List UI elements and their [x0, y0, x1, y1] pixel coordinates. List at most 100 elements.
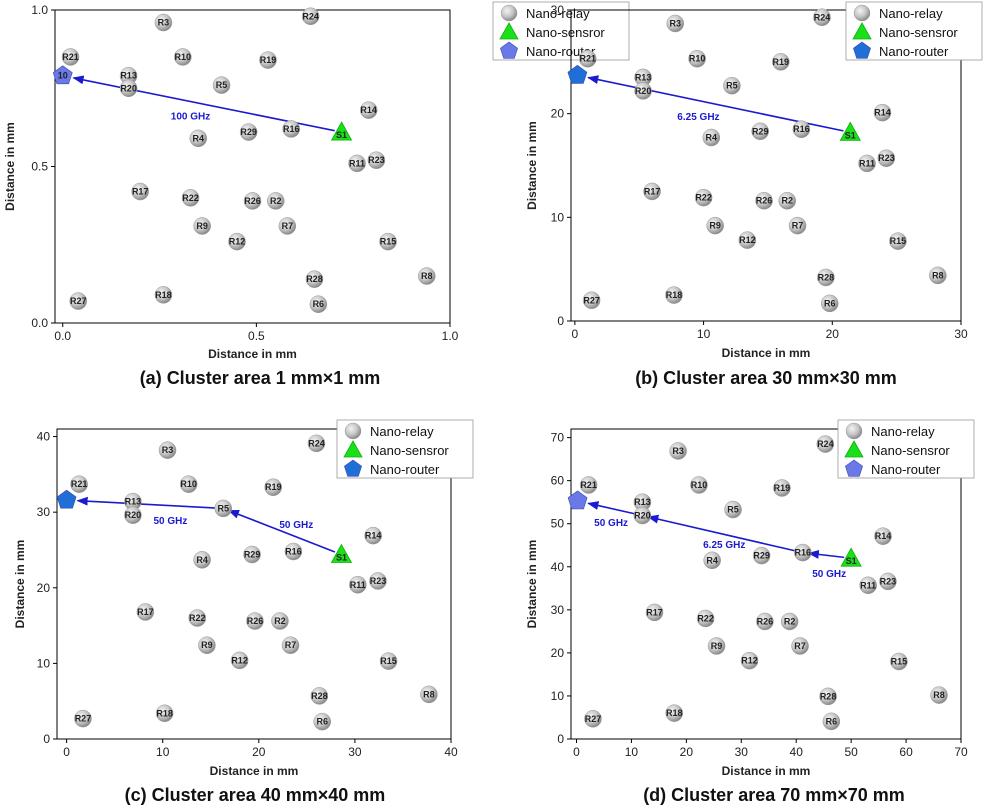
relay-label: R20: [635, 86, 652, 96]
relay-label: R17: [132, 187, 149, 197]
relay-label: R27: [583, 295, 600, 305]
relay-node: [420, 685, 438, 704]
relay-label: R18: [666, 708, 683, 718]
y-axis-label: Distance in mm: [13, 540, 27, 629]
relay-label: R8: [933, 690, 945, 700]
relay-label: R15: [891, 657, 908, 667]
relay-node: [696, 609, 715, 628]
relay-node: [278, 217, 297, 235]
relay-node: [694, 188, 713, 207]
relay-label: R15: [380, 237, 397, 247]
relay-node: [228, 232, 246, 251]
relay-node: [633, 506, 652, 525]
sensor-node: [330, 543, 353, 563]
legend-sensor-symbol: [844, 440, 864, 458]
relay-node: [890, 652, 908, 671]
panel-caption: (a) Cluster area 1 mm×1 mm: [140, 368, 381, 388]
x-axis-label: Distance in mm: [722, 764, 811, 778]
route-segment: [227, 509, 336, 553]
x-tick-label: 30: [348, 745, 362, 759]
relay-node: [230, 651, 249, 670]
panel-caption: (c) Cluster area 40 mm×40 mm: [125, 785, 386, 805]
relay-label: R19: [774, 483, 791, 493]
y-tick-label: 40: [551, 560, 565, 574]
relay-label: R3: [669, 18, 681, 28]
relay-node: [136, 603, 155, 621]
relay-node: [772, 53, 790, 71]
relay-node: [669, 442, 687, 460]
relay-node: [877, 149, 896, 167]
relay-label: R5: [216, 80, 228, 90]
relay-node: [174, 48, 192, 66]
relay-node: [817, 268, 835, 287]
y-axis-label: Distance in mm: [525, 121, 539, 210]
relay-label: R8: [421, 271, 433, 281]
router-node: [52, 65, 73, 85]
panel-c: 0 10 20 30 40 0 10 20 30 40 Distance in mm Distance…: [13, 419, 474, 805]
relay-node: [61, 48, 80, 66]
relay-node: [751, 122, 769, 141]
relay-node: [645, 603, 664, 622]
relay-node: [74, 709, 92, 728]
relay-label: R14: [360, 105, 377, 115]
x-tick-label: 50: [844, 745, 858, 759]
relay-label: R23: [878, 153, 895, 163]
relay-label: R6: [826, 716, 838, 726]
x-tick-label: 10: [625, 745, 639, 759]
relay-label: R26: [247, 616, 264, 626]
relay-label: R29: [240, 127, 257, 137]
router-node: [567, 490, 588, 510]
relay-node: [155, 704, 174, 723]
relay-node: [579, 476, 598, 494]
sensor-label: S1: [845, 130, 856, 140]
relay-node: [889, 232, 907, 250]
y-tick-label: 0.0: [31, 316, 48, 330]
relay-node: [271, 612, 289, 630]
relay-label: R3: [672, 446, 684, 456]
relay-label: R11: [859, 158, 875, 168]
relay-node: [359, 101, 378, 119]
sensor-node: [839, 121, 861, 141]
x-axis-label: Distance in mm: [210, 764, 299, 778]
relay-node: [418, 267, 436, 285]
relay-label: R27: [585, 714, 602, 724]
relay-label: R16: [285, 546, 302, 556]
relay-node: [723, 76, 741, 95]
relay-node: [788, 216, 807, 235]
relay-label: R29: [244, 550, 261, 560]
relay-node: [780, 612, 799, 631]
relay-node: [131, 182, 149, 201]
relay-node: [119, 79, 138, 97]
link-frequency-label: 6.25 GHz: [677, 112, 719, 123]
relay-label: R5: [726, 81, 738, 91]
sensor-label: S1: [336, 553, 347, 563]
relay-node: [124, 506, 142, 524]
legend-router-symbol: [853, 41, 871, 59]
relay-node: [284, 542, 303, 561]
y-tick-label: 70: [551, 431, 565, 445]
relay-label: R16: [795, 548, 812, 558]
relay-label: R7: [285, 640, 297, 650]
y-tick-label: 0.5: [31, 160, 48, 174]
relay-label: R13: [120, 71, 137, 81]
relay-node: [69, 292, 87, 310]
relay-label: R23: [368, 155, 385, 165]
legend-router-symbol: [344, 459, 362, 477]
y-tick-label: 30: [37, 505, 51, 519]
relay-node: [578, 49, 597, 68]
relay-label: R7: [282, 221, 294, 231]
relay-node: [813, 8, 831, 27]
x-tick-label: 0: [63, 745, 70, 759]
relay-label: R8: [932, 270, 944, 280]
relay-node: [755, 191, 773, 210]
link-frequency-label: 6.25 GHz: [703, 540, 745, 551]
legend-relay-symbol: [853, 4, 871, 22]
relay-node: [874, 527, 892, 545]
relay-label: R6: [824, 298, 836, 308]
relay-label: R20: [125, 510, 142, 520]
relay-node: [791, 637, 809, 655]
link-frequency-label: 100 GHz: [171, 111, 210, 122]
x-tick-label: 60: [899, 745, 913, 759]
relay-label: R14: [875, 531, 892, 541]
x-tick-label: 40: [790, 745, 804, 759]
